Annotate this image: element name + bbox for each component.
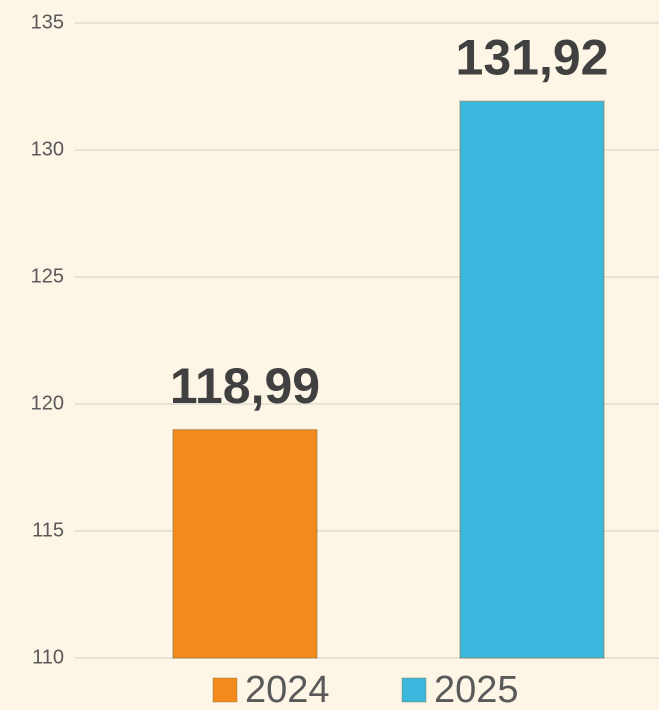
bar xyxy=(172,428,318,659)
y-tick-label: 120 xyxy=(31,392,64,414)
legend-label: 2024 xyxy=(245,669,330,710)
y-tick-label: 125 xyxy=(31,265,64,287)
bar xyxy=(459,100,605,659)
data-label: 131,92 xyxy=(456,29,609,85)
y-tick-label: 115 xyxy=(32,519,64,541)
legend-label: 2025 xyxy=(434,669,519,710)
legend-swatch xyxy=(401,677,427,703)
y-tick-label: 135 xyxy=(31,11,64,33)
y-tick-label: 130 xyxy=(31,138,64,160)
legend-swatch xyxy=(212,677,238,703)
data-label: 118,99 xyxy=(170,358,320,414)
y-tick-label: 110 xyxy=(32,646,64,668)
